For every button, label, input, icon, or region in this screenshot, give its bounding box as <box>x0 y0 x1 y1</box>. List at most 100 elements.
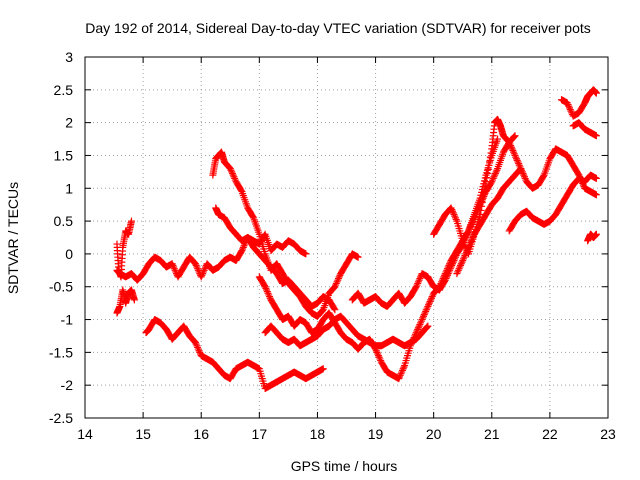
data-point <box>193 342 201 350</box>
chart-title: Day 192 of 2014, Sidereal Day-to-day VTE… <box>85 20 591 36</box>
data-point <box>373 348 381 356</box>
data-point <box>511 151 519 159</box>
data-point <box>450 256 458 264</box>
data-point <box>194 343 202 351</box>
data-point <box>414 325 422 333</box>
data-point <box>196 348 204 356</box>
series-track-k <box>505 171 600 235</box>
data-point <box>487 149 495 157</box>
data-point <box>481 186 489 194</box>
data-point <box>457 261 465 269</box>
data-point <box>520 171 528 179</box>
y-tick-label: 1.5 <box>54 147 74 163</box>
data-point <box>199 268 207 276</box>
data-point <box>249 213 257 221</box>
data-point <box>463 230 471 238</box>
data-point <box>428 293 436 301</box>
data-point <box>417 317 425 325</box>
y-tick-label: -1.5 <box>49 344 73 360</box>
data-point <box>517 165 525 173</box>
data-point <box>414 278 422 286</box>
data-point <box>462 250 470 258</box>
data-point <box>459 255 467 263</box>
x-tick-label: 22 <box>542 426 558 442</box>
data-point <box>592 230 600 238</box>
data-point <box>265 291 273 299</box>
data-point <box>376 355 384 363</box>
data-point <box>410 334 418 342</box>
data-point <box>459 237 467 245</box>
data-point <box>400 363 408 371</box>
data-point <box>512 155 520 163</box>
data-point <box>425 301 433 309</box>
data-point <box>426 297 434 305</box>
x-tick-label: 15 <box>135 426 151 442</box>
series-track-n <box>584 230 600 245</box>
data-point <box>409 335 417 343</box>
data-point <box>396 373 404 381</box>
data-point <box>515 166 523 174</box>
data-point <box>467 238 475 246</box>
data-point <box>412 329 420 337</box>
data-point <box>443 273 451 281</box>
data-point <box>508 145 516 153</box>
data-point <box>412 283 420 291</box>
data-point <box>447 204 455 212</box>
data-point <box>198 271 206 279</box>
data-point <box>506 140 514 148</box>
data-point <box>425 299 433 307</box>
data-point <box>261 283 269 291</box>
data-point <box>465 242 473 250</box>
data-point <box>451 255 459 263</box>
data-point <box>492 168 500 176</box>
data-point <box>200 266 208 274</box>
data-point <box>396 371 404 379</box>
data-point <box>592 191 600 199</box>
data-point <box>194 265 202 273</box>
data-point <box>450 211 458 219</box>
data-point <box>332 279 340 287</box>
data-point <box>446 266 454 274</box>
data-point <box>592 89 600 97</box>
data-point <box>446 265 454 273</box>
data-point <box>319 365 327 373</box>
data-point <box>199 270 207 278</box>
data-markers <box>113 86 600 392</box>
data-point <box>413 281 421 289</box>
x-tick-label: 23 <box>600 426 616 442</box>
data-point <box>484 165 492 173</box>
data-point <box>411 332 419 340</box>
data-point <box>478 198 486 206</box>
data-point <box>519 170 527 178</box>
data-point <box>469 234 477 241</box>
x-tick-label: 17 <box>252 426 268 442</box>
data-point <box>514 158 522 166</box>
data-point <box>481 182 489 190</box>
x-tick-labels: 14 15 16 17 18 19 20 21 22 23 <box>77 426 616 442</box>
data-point <box>417 319 425 327</box>
data-point <box>201 265 209 273</box>
y-tick-label: 2.5 <box>54 82 74 98</box>
data-point <box>239 245 247 253</box>
data-point <box>226 165 234 173</box>
data-point <box>491 170 499 178</box>
x-tick-label: 21 <box>484 426 500 442</box>
data-point <box>335 275 343 283</box>
data-point <box>510 133 518 141</box>
data-point <box>374 352 382 360</box>
data-point <box>422 306 430 314</box>
series-track-i <box>348 135 502 310</box>
data-point <box>334 276 342 284</box>
data-point <box>491 171 499 179</box>
data-point <box>468 235 476 243</box>
data-point <box>229 171 237 179</box>
data-point <box>372 345 380 353</box>
data-point <box>372 347 380 355</box>
series-track-o <box>453 165 525 278</box>
data-point <box>354 253 362 261</box>
data-point <box>565 102 573 110</box>
data-point <box>483 174 491 182</box>
data-point <box>458 258 466 266</box>
data-point <box>480 190 488 198</box>
